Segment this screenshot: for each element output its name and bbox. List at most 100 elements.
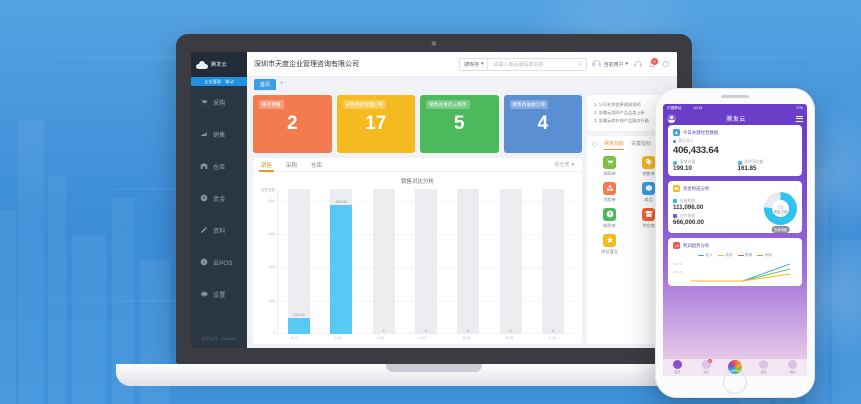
app-tile-stocktake[interactable]: 库存盘点	[591, 233, 628, 255]
app-tile-supplier[interactable]: 供应商	[630, 207, 667, 229]
y-tick: 400	[268, 265, 275, 270]
battery-label: 71%	[795, 106, 803, 110]
donut-chart	[764, 192, 797, 225]
headset-icon[interactable]	[633, 60, 642, 69]
tab-common-functions[interactable]: 常用功能	[604, 140, 625, 150]
bar-column[interactable]: 0	[414, 189, 437, 334]
date-range-label: 近七天	[554, 162, 570, 168]
donut-center-label: 占比	[777, 204, 784, 209]
sidebar-item-warehouse[interactable]: 仓库	[191, 150, 247, 182]
notice-line[interactable]: 1. 公司名称变更通知说明	[594, 102, 641, 107]
trend-plot: 600.00 300.00	[673, 260, 797, 282]
legend-label: 利润	[764, 253, 772, 257]
add-tab-button[interactable]: +	[280, 81, 284, 87]
legend-item: 成本	[717, 253, 733, 258]
tab-key-metrics[interactable]: 关键指标	[631, 141, 652, 148]
phone-nav-bar: 腾发云	[663, 112, 807, 125]
sidebar-item-funds[interactable]: 资金	[191, 182, 247, 214]
refresh-icon[interactable]	[592, 142, 597, 148]
sidebar-item-label: 销售	[213, 132, 226, 139]
search-scope-select[interactable]: 搜库存 ▾	[460, 58, 489, 70]
quick-apps-grid: 采购单 销售单	[587, 150, 671, 261]
status-right: 71%	[796, 106, 803, 110]
app-tile-payment[interactable]: 付款单	[591, 181, 628, 203]
card-header: 资金构成分析 ›	[673, 185, 797, 192]
sidebar-item-label: 采购	[213, 100, 226, 107]
square-icon	[673, 214, 677, 218]
phone-tab-label: 我的	[789, 370, 796, 374]
chart-tabs: 销售 采购 仓库 近七天 ▾	[253, 158, 582, 172]
bar-value-label: 0	[551, 329, 554, 333]
bar-value-label: 0	[467, 329, 470, 333]
donut-tag[interactable]: 查看明细	[771, 226, 790, 233]
bar-column[interactable]: 0	[457, 189, 480, 334]
trend-y-tick: 300.00	[673, 270, 683, 274]
sidebar-item-settings[interactable]: 设置	[191, 278, 247, 310]
date-range-select[interactable]: 近七天 ▾	[554, 161, 574, 169]
pencil-icon	[200, 226, 208, 234]
kpi-card[interactable]: 库存预警 2	[253, 95, 332, 153]
kpi-label: 销售待收款订单	[509, 100, 549, 109]
tab-home[interactable]: 首页	[254, 78, 277, 90]
app-logo[interactable]: 腾发云	[191, 52, 247, 77]
x-tick: 5-09	[505, 336, 514, 340]
sidebar-item-pos[interactable]: 云POS	[191, 246, 247, 278]
phone-tab-messages[interactable]: 3 消息	[694, 359, 718, 374]
gear-icon	[200, 290, 208, 298]
kpi-card[interactable]: 销售待收款订单 4	[503, 95, 582, 153]
search-icon[interactable]	[574, 61, 586, 67]
bar-column[interactable]: 0	[541, 189, 564, 334]
chart-x-axis: 5-04 5-05 5-06 5-07 5-08 5-09 5-10	[253, 334, 582, 340]
chart-y-axis: 销售金额 800 600 400 200 0	[257, 188, 277, 335]
kpi-label: 库存预警	[259, 100, 284, 109]
kpi-label: 销售待发货入库单	[426, 100, 470, 109]
topbar-right: 搜库存 ▾ 请输入商品编码或名称 当前用户 ▾	[458, 57, 670, 71]
sidebar-item-label: 资料	[213, 228, 226, 235]
bar-column[interactable]: 800.00	[330, 189, 353, 334]
phone-tab-profile[interactable]: 我的	[781, 360, 805, 374]
notice-line[interactable]: 3. 金蝶云商在线产品服务升级	[594, 117, 649, 123]
bar-column[interactable]: 0	[499, 189, 522, 334]
phone-status-bar: 中国移动 10:34 71%	[663, 104, 807, 112]
company-name: 深圳市天度企业管理咨询有限公司	[254, 61, 359, 68]
card-header: 今日关键经营数据	[673, 129, 797, 136]
bell-icon[interactable]: 8	[647, 57, 658, 69]
power-icon[interactable]	[661, 60, 670, 69]
app-tile-product[interactable]: 商品	[630, 181, 667, 203]
card-title: 今日关键经营数据	[683, 129, 719, 135]
sidebar-item-sales[interactable]: 销售	[191, 118, 247, 150]
capital-label: 应收账款	[680, 198, 696, 203]
global-search[interactable]: 搜库存 ▾ 请输入商品编码或名称	[458, 57, 588, 71]
workspace-tabs: 首页 +	[247, 77, 677, 91]
user-menu[interactable]: 当前用户 ▾	[592, 59, 628, 69]
chevron-right-icon[interactable]: ›	[795, 185, 797, 192]
search-input[interactable]: 请输入商品编码或名称	[493, 61, 544, 68]
legend-label: 费用	[745, 253, 753, 257]
search-scope-label: 搜库存	[463, 61, 479, 68]
capital-row: 应付账款	[673, 214, 760, 219]
hamburger-icon[interactable]	[795, 115, 803, 122]
phone-tab-reports[interactable]: 报表	[752, 360, 776, 374]
phone-home-button[interactable]	[723, 370, 747, 394]
sub-metrics: 客单价值 199.10 毛利率金额 161.85	[673, 160, 797, 172]
phone-tab-home[interactable]: 首页	[665, 360, 689, 374]
sidebar-item-data[interactable]: 资料	[191, 214, 247, 246]
sub-metric: 毛利率金额 161.85	[737, 160, 798, 172]
app-tile-sales-order[interactable]: 销售单	[630, 155, 667, 177]
tab-purchase[interactable]: 采购	[286, 162, 298, 169]
kpi-card[interactable]: 采购到货提醒订单 17	[336, 95, 415, 153]
tab-sales[interactable]: 销售	[258, 158, 275, 172]
avatar[interactable]	[667, 114, 676, 123]
sub-metric-value: 199.10	[673, 165, 692, 172]
bar-column[interactable]: 100.00	[288, 189, 311, 334]
sidebar-item-purchase[interactable]: 采购	[191, 86, 247, 118]
app-tile-purchase-order[interactable]: 采购单	[591, 155, 628, 177]
metric-value: 406,433.64	[673, 145, 719, 156]
app-tile-receipt[interactable]: 收款单	[591, 207, 628, 229]
tab-warehouse[interactable]: 仓库	[311, 162, 323, 169]
app-tile-label: 付款单	[603, 196, 616, 202]
bar-column[interactable]: 0	[372, 189, 395, 334]
bar-value-label: 0	[382, 329, 385, 333]
kpi-card[interactable]: 销售待发货入库单 5	[420, 95, 499, 153]
notice-line[interactable]: 2. 金蝶云用网产品品类上新	[594, 109, 645, 115]
